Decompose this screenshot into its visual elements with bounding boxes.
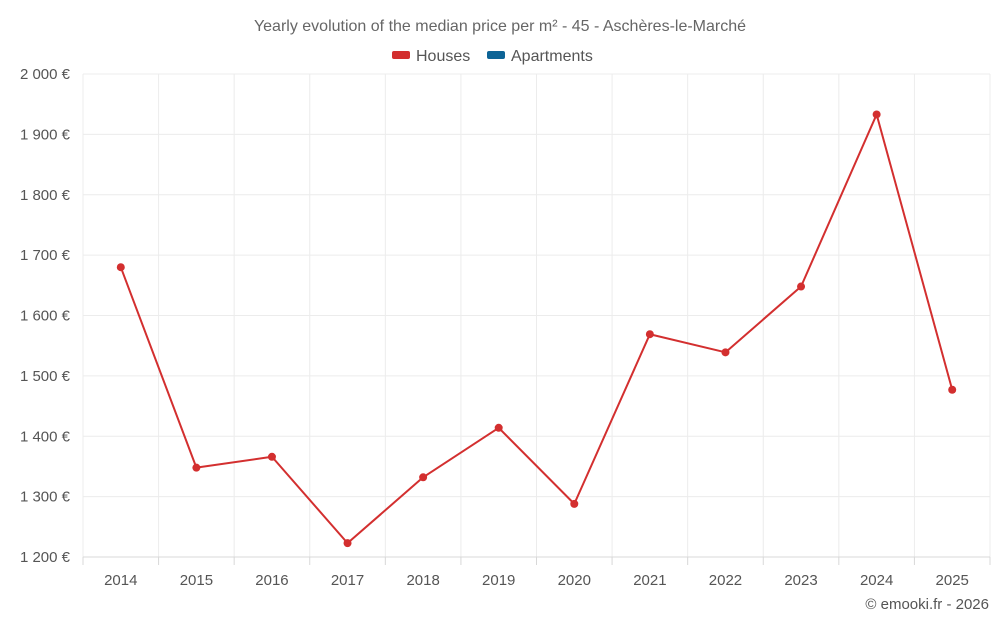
x-tick-label: 2024	[860, 572, 893, 589]
x-axis-ticks: 2014 2015 2016 2017 2018 2019 2020 2021 2022 2023…	[82, 557, 991, 589]
x-tick-label: 2023	[784, 572, 817, 589]
legend: Houses Apartments	[392, 48, 593, 65]
y-tick-label: 1 400 €	[20, 428, 71, 445]
y-tick-label: 1 200 €	[20, 549, 71, 566]
y-tick-label: 1 600 €	[20, 308, 71, 325]
x-tick-label: 2014	[104, 572, 137, 589]
legend-item-houses[interactable]: Houses	[392, 48, 470, 65]
y-tick-label: 1 800 €	[20, 187, 71, 204]
data-point-houses-2025[interactable]	[948, 385, 957, 394]
series-line-houses	[119, 113, 954, 545]
x-tick-label: 2020	[558, 572, 591, 589]
series-layer	[116, 110, 957, 548]
legend-swatch-houses	[392, 51, 410, 59]
data-point-houses-2023[interactable]	[797, 282, 806, 291]
x-tick-label: 2019	[482, 572, 515, 589]
y-tick-label: 1 700 €	[20, 247, 71, 264]
x-tick-label: 2015	[180, 572, 213, 589]
data-point-houses-2022[interactable]	[721, 348, 730, 357]
y-tick-label: 1 900 €	[20, 126, 71, 143]
x-tick-label: 2021	[633, 572, 666, 589]
x-grid	[82, 74, 991, 557]
legend-label-apartments: Apartments	[511, 48, 593, 65]
x-tick-label: 2017	[331, 572, 364, 589]
legend-item-apartments[interactable]: Apartments	[487, 48, 593, 65]
legend-label-houses: Houses	[416, 48, 470, 65]
data-point-houses-2014[interactable]	[116, 263, 125, 272]
y-tick-label: 1 300 €	[20, 489, 71, 506]
data-point-houses-2017[interactable]	[343, 539, 352, 548]
y-tick-label: 2 000 €	[20, 66, 71, 83]
x-tick-label: 2016	[255, 572, 288, 589]
data-point-houses-2015[interactable]	[192, 463, 201, 472]
legend-swatch-apartments	[487, 51, 505, 59]
x-tick-label: 2018	[406, 572, 439, 589]
y-tick-label: 1 500 €	[20, 368, 71, 385]
data-point-houses-2021[interactable]	[645, 330, 654, 339]
data-point-houses-2018[interactable]	[419, 473, 428, 482]
data-point-houses-2019[interactable]	[494, 423, 503, 432]
data-point-houses-2020[interactable]	[570, 499, 579, 508]
x-tick-label: 2022	[709, 572, 742, 589]
credit: © emooki.fr - 2026	[865, 596, 989, 613]
chart-title: Yearly evolution of the median price per…	[254, 18, 746, 35]
x-tick-label: 2025	[936, 572, 969, 589]
data-point-houses-2016[interactable]	[267, 452, 276, 461]
y-axis-ticks: 1 200 € 1 300 € 1 400 € 1 500 € 1 600 € 1 700…	[20, 66, 71, 566]
data-point-houses-2024[interactable]	[872, 110, 881, 119]
